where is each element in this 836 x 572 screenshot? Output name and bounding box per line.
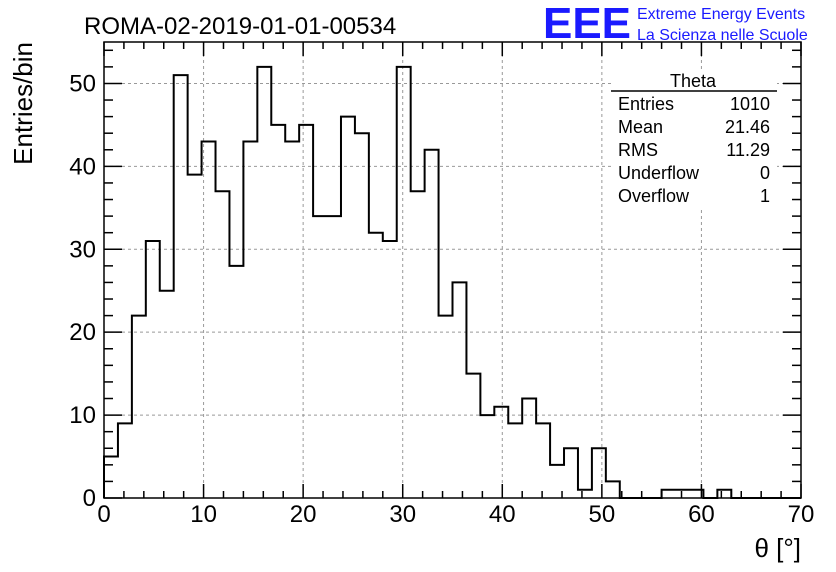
histogram-bin [146,241,160,498]
stats-row-label: Overflow [618,186,690,206]
stats-box-title: Theta [670,71,717,91]
x-axis-label: θ [°] [754,533,801,563]
stats-row-value: 1010 [730,94,770,114]
histogram-bin [592,448,606,498]
histogram-bin [522,399,536,498]
y-tick-label: 0 [83,485,96,512]
x-tick-label: 50 [589,501,616,528]
histogram-bin [453,282,467,498]
histogram-bin [480,415,494,498]
x-tick-label: 30 [389,501,416,528]
y-tick-label: 20 [69,319,96,346]
y-tick-label: 30 [69,236,96,263]
stats-row-value: 1 [760,186,770,206]
x-tick-label: 40 [489,501,516,528]
histogram-bin [216,191,230,498]
histogram-bin [508,423,522,498]
histogram-bin [299,125,313,498]
y-tick-label: 40 [69,153,96,180]
y-axis-label: Entries/bin [8,42,38,165]
eee-logo-line1: Extreme Energy Events [637,6,805,23]
histogram-bin [188,175,202,498]
x-tick-label: 70 [788,501,815,528]
histogram-bin [285,141,299,498]
stats-row-label: Entries [618,94,674,114]
x-tick-label: 60 [688,501,715,528]
plot-frame [103,41,802,499]
histogram-bin [160,291,174,498]
histogram-bin [341,117,355,498]
histogram-bin [717,490,731,498]
histogram-bin [397,67,411,498]
y-tick-label: 10 [69,402,96,429]
eee-logo-mark: EEE [543,0,631,48]
histogram-bin [466,374,480,498]
histogram-bin [662,490,676,498]
stats-row-label: RMS [618,140,658,160]
histogram-bin [536,423,550,498]
histogram-bin [369,233,383,498]
histogram-bin [327,216,341,498]
eee-logo-line2: La Scienza nelle Scuole [637,27,808,44]
stats-box: Theta Entries 1010 Mean 21.46 RMS 11.29 Underf… [611,70,777,210]
grid-lines [104,42,801,498]
stats-row-value: 21.46 [725,117,770,137]
histogram-bin [132,316,146,498]
stats-row-value: 0 [760,163,770,183]
histogram-bin [229,266,243,498]
y-tick-label: 50 [69,70,96,97]
histogram-bin [439,316,453,498]
histogram-bin [243,141,257,498]
x-tick-label: 0 [97,501,110,528]
histogram-bin [578,490,592,498]
histogram-bin [313,216,327,498]
stats-row-value: 11.29 [726,140,770,160]
histogram-bin [383,241,397,498]
histogram-bin [257,67,271,498]
histogram-bin [355,133,369,498]
histogram-bin [271,125,285,498]
eee-logo: EEE Extreme Energy Events La Scienza nel… [543,0,808,48]
histogram-bin [676,490,690,498]
histogram-bin [494,407,508,498]
stats-row-label: Mean [618,117,663,137]
histogram-bin [202,141,216,498]
histogram-bin [606,481,620,498]
chart-title: ROMA-02-2019-01-01-00534 [84,13,396,40]
histogram-bin [425,150,439,498]
histogram-bin [118,423,132,498]
histogram-bin [564,448,578,498]
x-tick-label: 10 [190,501,217,528]
stats-box-background [611,70,777,210]
stats-box-rows: Entries 1010 Mean 21.46 RMS 11.29 Underflow 0 Ov… [618,94,770,206]
histogram-bin [104,457,118,498]
x-tick-label: 20 [290,501,317,528]
histogram-bin [411,191,425,498]
histogram-bin [174,75,188,498]
axis-ticks [103,42,802,499]
stats-row-label: Underflow [618,163,700,183]
